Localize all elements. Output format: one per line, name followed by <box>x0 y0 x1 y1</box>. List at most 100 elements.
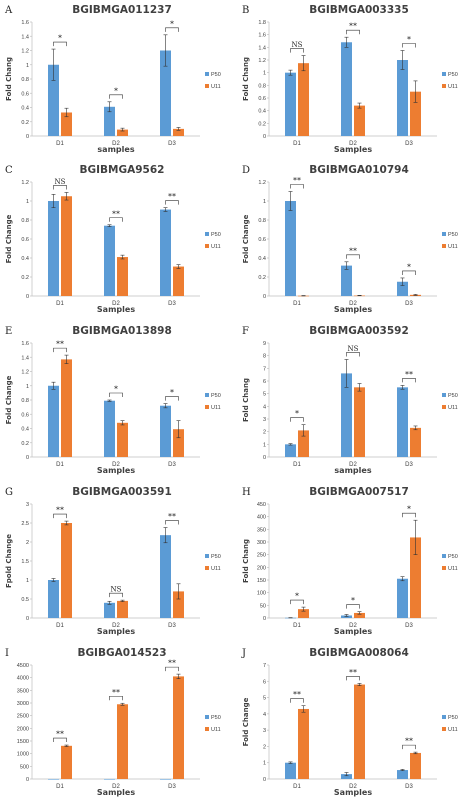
legend-swatch-p50 <box>205 72 209 76</box>
significance-bracket <box>165 200 179 205</box>
y-tick-label: 0.6 <box>258 96 266 102</box>
significance-bracket <box>109 392 123 397</box>
legend-label: U11 <box>211 244 221 250</box>
panel-letter: G <box>5 487 13 498</box>
significance-label: * <box>114 385 118 394</box>
x-tick-label: D3 <box>168 784 176 790</box>
y-tick-label: 3500 <box>17 688 29 694</box>
significance-label: ** <box>56 506 64 515</box>
legend-swatch-u11 <box>205 405 209 409</box>
y-tick-label: 1 <box>263 761 266 767</box>
legend-swatch-p50 <box>205 393 209 397</box>
significance-bracket <box>53 737 67 743</box>
significance-label: ** <box>405 737 413 746</box>
bar-u11-d1 <box>298 708 309 779</box>
significance-bracket <box>165 396 179 401</box>
significance-bracket <box>165 27 179 32</box>
y-axis-label: Fold Chang <box>242 57 250 101</box>
y-tick-label: 2500 <box>17 714 29 720</box>
bar-u11-d1 <box>298 63 309 136</box>
chart-svg: F BGIBMGA003592 0 1 2 3 4 5 6 7 8 9 Fold Chang sample… <box>242 325 458 475</box>
chart-panel-j: J BGIBMGA008064 0 1 2 3 4 5 6 7 Fold Change Samples… <box>237 643 474 803</box>
y-tick-label: 7 <box>263 663 266 669</box>
significance-label: * <box>407 262 411 271</box>
x-tick-label: D2 <box>349 141 357 147</box>
y-tick-label: 1.4 <box>21 34 29 40</box>
legend-swatch-u11 <box>442 566 446 570</box>
bar-u11-d1 <box>61 523 72 618</box>
y-tick-label: 0.2 <box>21 120 29 126</box>
bar-u11-d3 <box>410 752 421 779</box>
y-tick-label: 1 <box>263 71 266 77</box>
significance-bracket <box>290 417 304 422</box>
bar-u11-d2 <box>354 105 365 136</box>
chart-svg: D BGIBMGA010794 0 0.2 0.4 0.6 0.8 1 1.2 Fold Chan… <box>242 164 458 314</box>
bar-u11-d1 <box>298 609 309 618</box>
y-tick-label: 0.6 <box>258 237 266 243</box>
significance-label: * <box>351 596 355 605</box>
y-tick-label: 7 <box>263 366 266 372</box>
x-axis-label: Samples <box>334 305 372 314</box>
y-tick-label: 150 <box>257 578 266 584</box>
significance-label: ** <box>168 192 176 201</box>
x-tick-label: D3 <box>168 141 176 147</box>
bar-p50-d3 <box>397 387 408 457</box>
y-tick-label: 4000 <box>17 676 29 682</box>
legend-label: U11 <box>448 727 458 733</box>
chart-panel-b: B BGIBMGA003335 0 0.2 0.4 0.6 0.8 1 1.2 1.4 1.6 1.8… <box>237 0 474 160</box>
bar-p50-d1 <box>48 580 59 618</box>
y-tick-label: 0.4 <box>258 256 266 262</box>
x-axis-label: samples <box>334 466 371 475</box>
y-tick-label: 0 <box>263 616 266 622</box>
significance-bracket <box>290 184 304 189</box>
y-tick-label: 1.5 <box>21 559 29 565</box>
bar-u11-d2 <box>117 704 128 779</box>
x-axis-label: samples <box>97 145 134 154</box>
significance-bracket <box>402 270 416 275</box>
significance-label: * <box>295 592 299 601</box>
y-tick-label: 400 <box>257 515 266 521</box>
significance-bracket <box>109 94 123 99</box>
y-tick-label: 0.4 <box>21 256 29 262</box>
bar-p50-d1 <box>48 385 59 457</box>
significance-bracket <box>402 744 416 750</box>
y-tick-label: 3 <box>263 728 266 734</box>
significance-bracket <box>402 378 416 383</box>
y-tick-label: 0.2 <box>258 121 266 127</box>
x-tick-label: D2 <box>112 462 120 468</box>
panel-letter: H <box>242 487 251 498</box>
legend-label: U11 <box>448 84 458 90</box>
significance-bracket <box>109 695 123 701</box>
legend-swatch-p50 <box>442 72 446 76</box>
chart-title: BGIBGA014523 <box>77 647 166 659</box>
y-tick-label: 0.2 <box>21 275 29 281</box>
legend-swatch-u11 <box>205 727 209 731</box>
significance-bracket <box>346 352 360 357</box>
bar-u11-d3 <box>173 429 184 457</box>
chart-title: BGIBMGA010794 <box>309 164 409 176</box>
legend-label: P50 <box>448 715 458 721</box>
y-tick-label: 0 <box>263 777 266 783</box>
y-tick-label: 6 <box>263 679 266 685</box>
y-axis-label: Fold Change <box>5 214 13 263</box>
legend-swatch-u11 <box>442 727 446 731</box>
y-tick-label: 0 <box>26 777 29 783</box>
bar-p50-d3 <box>160 209 171 296</box>
bar-p50-d2 <box>341 373 352 457</box>
y-tick-label: 450 <box>257 502 266 508</box>
bar-p50-d1 <box>285 72 296 136</box>
legend-swatch-u11 <box>205 566 209 570</box>
x-axis-label: Samples <box>97 627 135 636</box>
y-tick-label: 8 <box>263 354 266 360</box>
x-tick-label: D2 <box>349 301 357 307</box>
bar-u11-d1 <box>61 745 72 779</box>
legend-swatch-p50 <box>442 715 446 719</box>
y-tick-label: 1.2 <box>21 180 29 186</box>
chart-title: BGIBMGA003592 <box>309 325 409 337</box>
bar-u11-d2 <box>117 129 128 136</box>
significance-bracket <box>346 29 360 35</box>
y-tick-label: 1.4 <box>258 45 266 51</box>
significance-bracket <box>109 592 123 598</box>
bar-u11-d2 <box>117 257 128 296</box>
significance-label: * <box>170 388 174 397</box>
